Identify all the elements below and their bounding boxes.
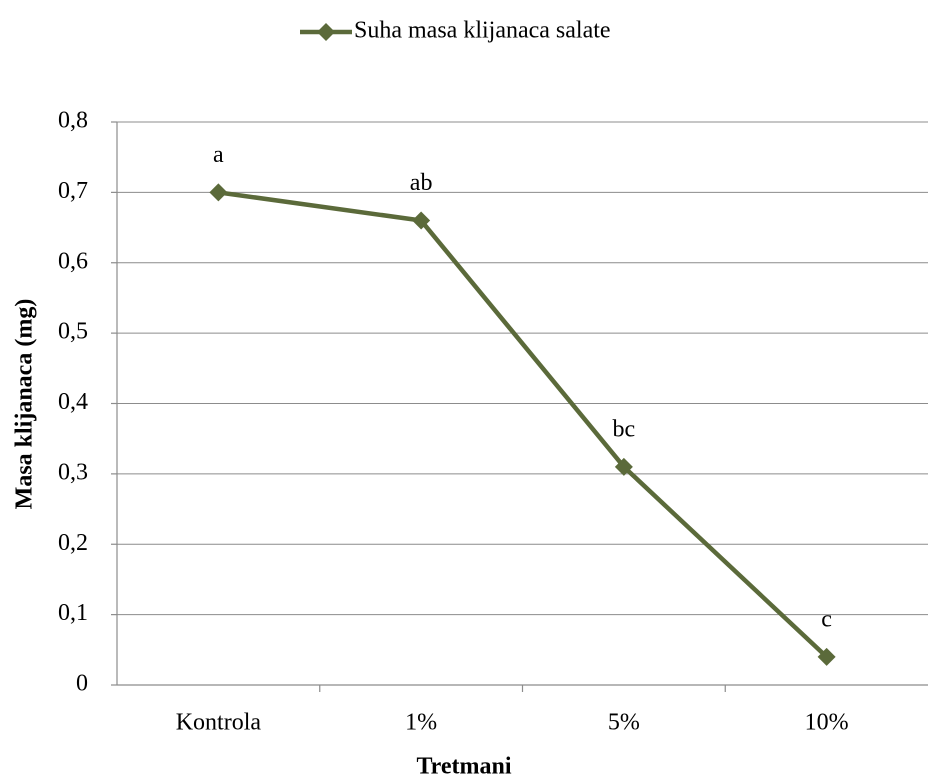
y-tick-label: 0,6 <box>58 248 88 274</box>
x-tick-label: Kontrola <box>176 710 262 736</box>
y-axis-title: Masa klijanaca (mg) <box>12 299 38 510</box>
point-marker <box>614 457 633 476</box>
y-tick-label: 0,7 <box>58 178 88 204</box>
series-line <box>218 190 829 659</box>
point-annotation: bc <box>613 416 636 442</box>
point-annotation: ab <box>410 170 433 196</box>
legend-marker <box>317 23 335 41</box>
y-tick-label: 0,4 <box>58 389 88 415</box>
point-marker <box>209 183 228 202</box>
x-tick-label: 10% <box>805 710 849 736</box>
point-marker <box>412 211 431 230</box>
x-tick-label: 1% <box>405 710 437 736</box>
x-axis-title: Tretmani <box>416 754 511 780</box>
y-tick-label: 0,3 <box>58 459 88 485</box>
y-tick-label: 0 <box>76 671 88 697</box>
point-marker <box>817 647 836 666</box>
y-tick-label: 0,5 <box>58 319 88 345</box>
y-tick-label: 0,8 <box>58 108 88 134</box>
point-annotation: a <box>213 142 224 168</box>
x-tick-label: 5% <box>608 710 640 736</box>
legend-label: Suha masa klijanaca salate <box>354 18 611 44</box>
point-annotation: c <box>821 606 832 632</box>
y-tick-label: 0,1 <box>58 600 88 626</box>
y-tick-label: 0,2 <box>58 530 88 556</box>
